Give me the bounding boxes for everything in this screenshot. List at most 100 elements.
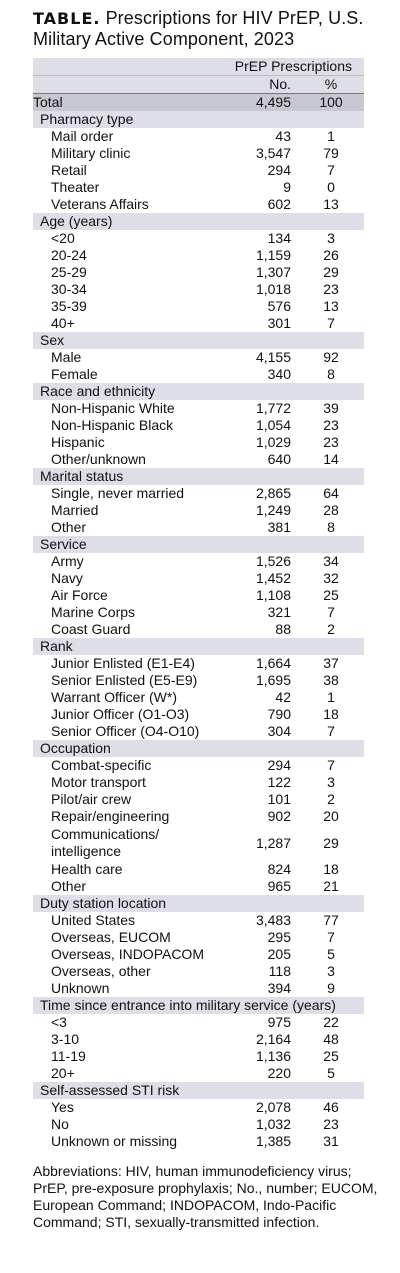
table-row: Unknown or missing 1,385 31 xyxy=(33,1133,364,1150)
row-label: Senior Officer (O4-O10) xyxy=(51,723,200,739)
row-count: 3,483 xyxy=(255,912,291,928)
row-label: Junior Officer (O1-O3) xyxy=(51,706,190,722)
section-row: Sex xyxy=(33,332,364,349)
row-label: Mail order xyxy=(51,128,114,144)
row-label: Pilot/air crew xyxy=(51,791,132,807)
section-label: Age (years) xyxy=(33,213,364,230)
row-percent: 7 xyxy=(327,315,335,331)
row-label: Repair/engineering xyxy=(51,808,170,824)
row-percent: 79 xyxy=(323,145,339,161)
table-row: Navy 1,452 32 xyxy=(33,570,364,587)
table-row: 11-19 1,136 25 xyxy=(33,1048,364,1065)
row-label: 11-19 xyxy=(51,1048,86,1064)
row-percent: 7 xyxy=(327,929,335,945)
header-no: No. xyxy=(227,75,291,94)
row-count: 1,108 xyxy=(255,587,291,603)
table-title-text: Prescriptions for HIV PrEP, U.S. Militar… xyxy=(33,8,364,49)
row-percent: 2 xyxy=(327,621,335,637)
table-row: 25-29 1,307 29 xyxy=(33,264,364,281)
table-row: Overseas, INDOPACOM 205 5 xyxy=(33,946,364,963)
prescriptions-table: PrEP Prescriptions No. % Total 4,495 100… xyxy=(33,58,364,1150)
row-percent: 13 xyxy=(323,298,339,314)
row-count: 965 xyxy=(267,878,291,894)
table-row: Veterans Affairs 602 13 xyxy=(33,196,364,213)
row-label: Communications/ intelligence xyxy=(51,826,160,859)
table-row: Motor transport 122 3 xyxy=(33,774,364,791)
total-label: Total xyxy=(33,93,228,111)
row-count: 1,452 xyxy=(255,570,291,586)
row-percent: 26 xyxy=(323,247,339,263)
row-count: 88 xyxy=(275,621,291,637)
table-row: <3 975 22 xyxy=(33,1014,364,1031)
row-label: 35-39 xyxy=(51,298,87,314)
section-label: Self-assessed STI risk xyxy=(33,1082,364,1099)
row-label: Theater xyxy=(51,179,100,195)
row-count: 824 xyxy=(267,861,291,877)
table-row: Senior Enlisted (E5-E9) 1,695 38 xyxy=(33,672,364,689)
row-count: 1,054 xyxy=(255,417,291,433)
total-row: Total 4,495 100 xyxy=(33,93,364,111)
row-count: 101 xyxy=(267,791,291,807)
row-count: 134 xyxy=(267,230,291,246)
header-pct: % xyxy=(324,76,338,92)
table-row: Married 1,249 28 xyxy=(33,502,364,519)
header-row-group: PrEP Prescriptions xyxy=(33,58,364,76)
row-percent: 1 xyxy=(327,128,335,144)
table-row: Senior Officer (O4-O10) 304 7 xyxy=(33,723,364,740)
row-count: 9 xyxy=(283,179,291,195)
row-label: Air Force xyxy=(51,587,108,603)
row-percent: 8 xyxy=(327,519,335,535)
row-label: 20-24 xyxy=(51,247,87,263)
row-label: Married xyxy=(51,502,99,518)
row-count: 122 xyxy=(267,774,291,790)
row-label: Yes xyxy=(51,1099,74,1115)
section-row: Service xyxy=(33,536,364,553)
row-percent: 34 xyxy=(323,553,339,569)
section-row: Age (years) xyxy=(33,213,364,230)
table-row: Junior Enlisted (E1-E4) 1,664 37 xyxy=(33,655,364,672)
section-row: Rank xyxy=(33,638,364,655)
row-label: Non-Hispanic White xyxy=(51,400,175,416)
row-count: 1,249 xyxy=(255,502,291,518)
section-row: Marital status xyxy=(33,468,364,485)
table-row: Other 381 8 xyxy=(33,519,364,536)
table-row: Coast Guard 88 2 xyxy=(33,621,364,638)
table-row: Single, never married 2,865 64 xyxy=(33,485,364,502)
table-title: TABLE. Prescriptions for HIV PrEP, U.S. … xyxy=(33,8,380,50)
row-label: Warrant Officer (W*) xyxy=(51,689,178,705)
row-percent: 3 xyxy=(327,774,335,790)
table-row: Army 1,526 34 xyxy=(33,553,364,570)
section-row: Duty station location xyxy=(33,895,364,912)
table-row: Other/unknown 640 14 xyxy=(33,451,364,468)
row-label: <20 xyxy=(51,230,75,246)
row-count: 640 xyxy=(267,451,291,467)
table-row: Communications/ intelligence 1,287 29 xyxy=(33,825,364,861)
row-label: Veterans Affairs xyxy=(51,196,149,212)
row-percent: 37 xyxy=(323,655,339,671)
row-count: 295 xyxy=(267,929,291,945)
row-percent: 20 xyxy=(323,808,339,824)
row-count: 3,547 xyxy=(255,145,291,161)
row-percent: 7 xyxy=(327,162,335,178)
table-row: Unknown 394 9 xyxy=(33,980,364,997)
table-row: Mail order 43 1 xyxy=(33,128,364,145)
row-label: Military clinic xyxy=(51,145,131,161)
row-label: Overseas, INDOPACOM xyxy=(51,946,204,962)
table-row: 35-39 576 13 xyxy=(33,298,364,315)
table-row: Male 4,155 92 xyxy=(33,349,364,366)
table-row: Overseas, EUCOM 295 7 xyxy=(33,929,364,946)
row-label: Male xyxy=(51,349,82,365)
row-label: Junior Enlisted (E1-E4) xyxy=(51,655,195,671)
table-page: TABLE. Prescriptions for HIV PrEP, U.S. … xyxy=(33,8,380,1230)
table-row: Warrant Officer (W*) 42 1 xyxy=(33,689,364,706)
table-row: United States 3,483 77 xyxy=(33,912,364,929)
row-label: Coast Guard xyxy=(51,621,131,637)
row-percent: 2 xyxy=(327,791,335,807)
row-percent: 3 xyxy=(327,230,335,246)
row-label: Army xyxy=(51,553,84,569)
table-row: Overseas, other 118 3 xyxy=(33,963,364,980)
total-pct: 100 xyxy=(319,94,343,110)
row-count: 294 xyxy=(267,162,291,178)
section-label: Time since entrance into military servic… xyxy=(33,997,364,1014)
row-label: Health care xyxy=(51,861,123,877)
